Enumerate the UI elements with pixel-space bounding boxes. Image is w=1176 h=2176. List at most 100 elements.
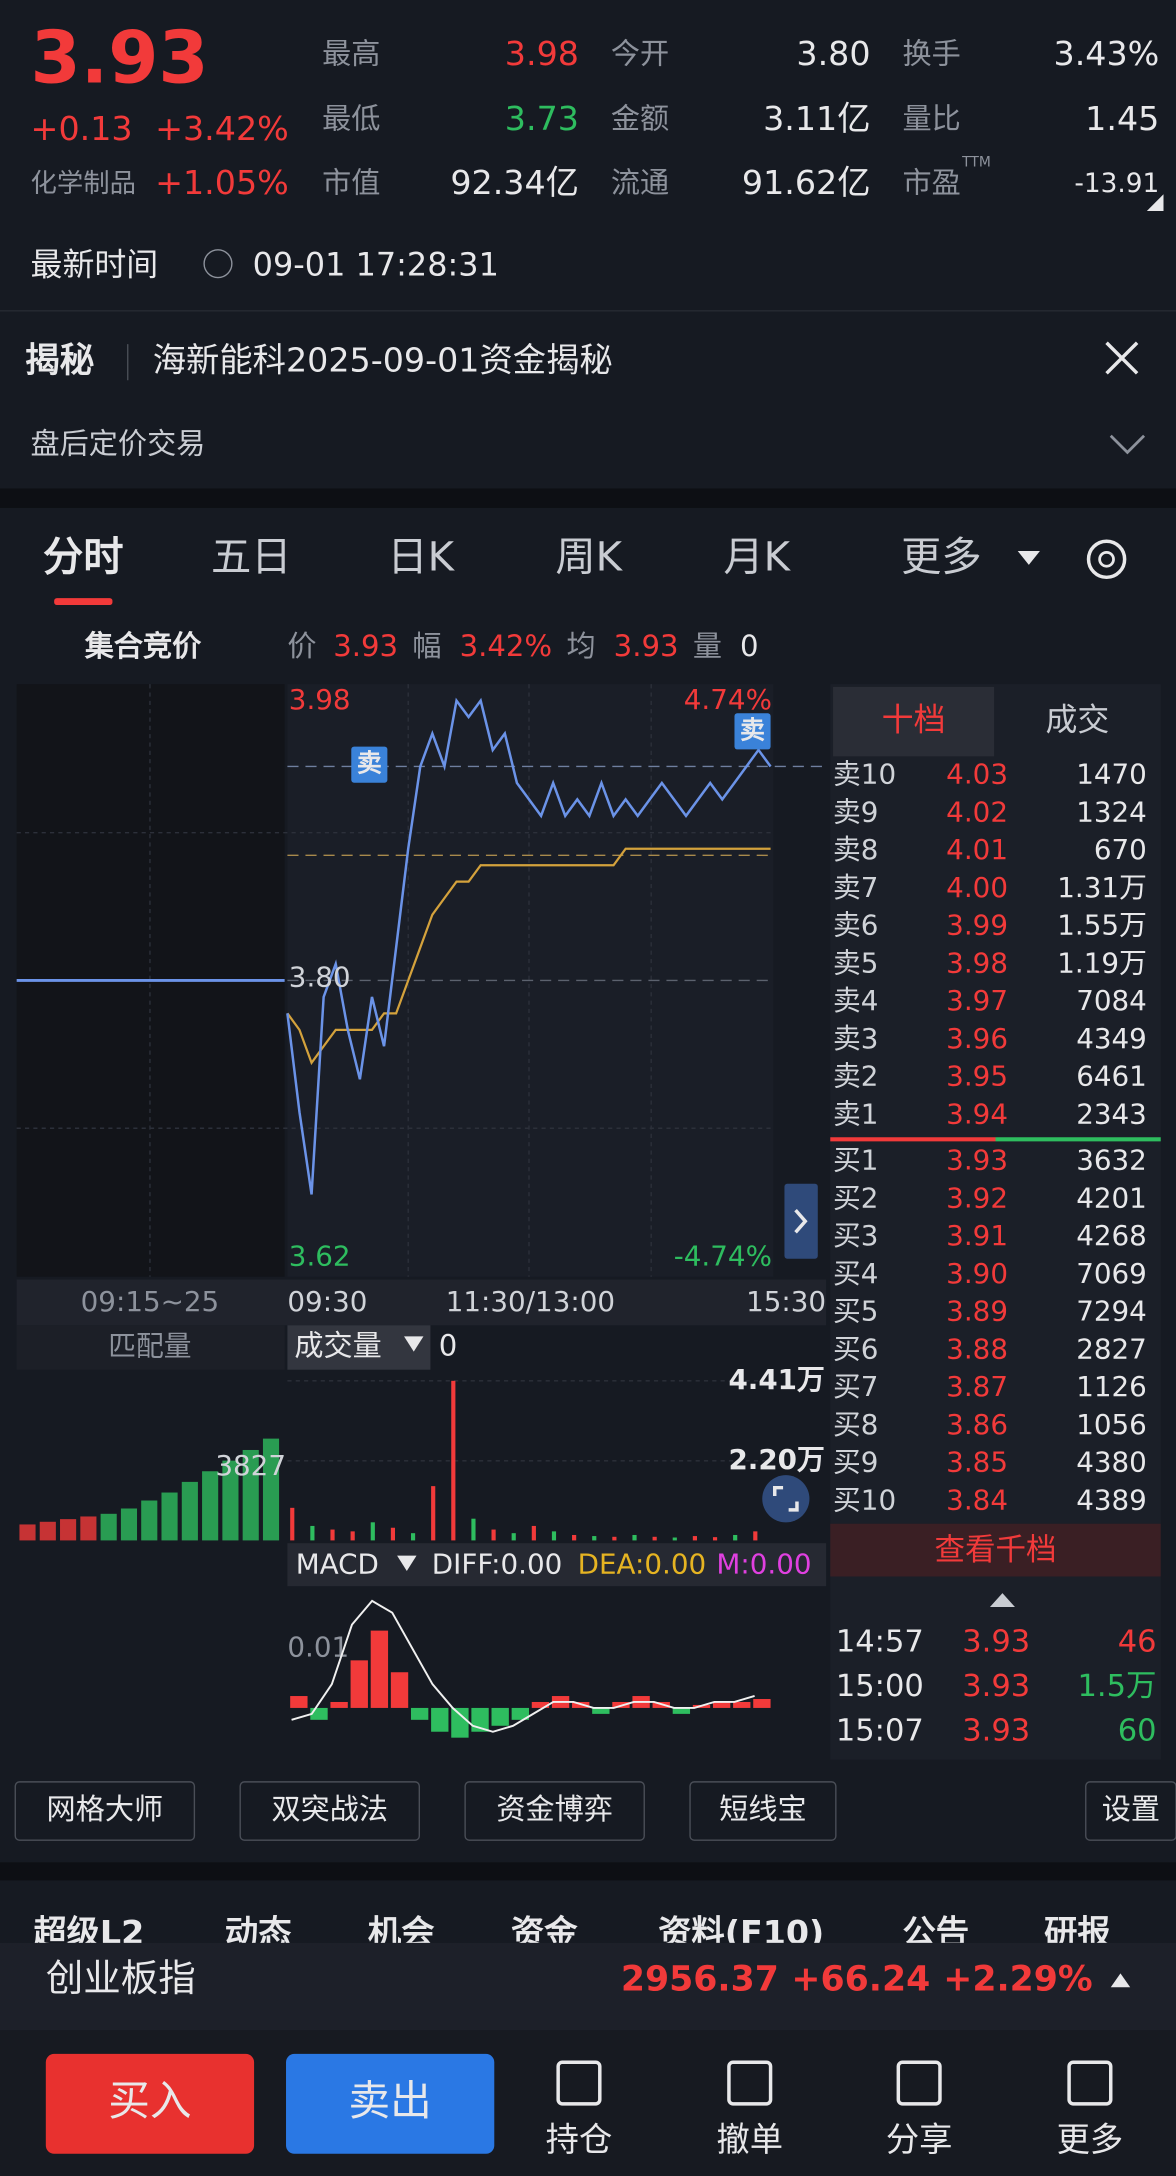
macd-bar bbox=[753, 1699, 771, 1708]
chart-tab[interactable]: 日K bbox=[387, 534, 455, 580]
book-volume: 7294 bbox=[1076, 1295, 1147, 1328]
book-level: 买6 bbox=[833, 1332, 878, 1365]
quote-label: 量 bbox=[693, 629, 722, 663]
book-price: 4.02 bbox=[946, 796, 1008, 829]
book-price: 3.92 bbox=[946, 1181, 1008, 1214]
trade-price: 3.93 bbox=[962, 1669, 1030, 1704]
expand-icon[interactable] bbox=[1110, 1973, 1131, 1988]
tool-label[interactable]: 网格大师 bbox=[47, 1792, 164, 1826]
trade-marker: 卖 bbox=[740, 715, 765, 744]
macd-item: DIFF:0.00 bbox=[432, 1547, 563, 1580]
macd-bar bbox=[390, 1672, 409, 1708]
volume-bar bbox=[652, 1536, 657, 1541]
auction-volume-bar bbox=[161, 1492, 178, 1541]
book-price: 3.84 bbox=[946, 1483, 1008, 1516]
book-tab[interactable]: 十档 bbox=[882, 701, 946, 739]
trade-marker-box bbox=[734, 713, 771, 750]
stat-value: 3.80 bbox=[796, 34, 870, 73]
book-tab[interactable]: 成交 bbox=[1045, 701, 1109, 739]
macd-bar bbox=[672, 1707, 691, 1714]
stat-value: 3.98 bbox=[505, 34, 579, 73]
book-price: 3.94 bbox=[946, 1097, 1008, 1130]
book-volume: 1470 bbox=[1076, 758, 1147, 791]
more-depth-label[interactable]: 查看千档 bbox=[934, 1533, 1056, 1568]
tool-button bbox=[239, 1781, 420, 1841]
buy-label[interactable]: 买入 bbox=[108, 2076, 191, 2125]
volume-bar bbox=[692, 1536, 697, 1541]
chart-tab[interactable]: 周K bbox=[555, 534, 623, 580]
volume-bar bbox=[753, 1531, 758, 1541]
book-volume: 4268 bbox=[1076, 1219, 1147, 1252]
auction-volume-value: 3827 bbox=[215, 1449, 286, 1482]
quote-value: 0 bbox=[740, 629, 759, 663]
tool-label[interactable]: 资金博弈 bbox=[496, 1792, 613, 1826]
nav-label[interactable]: 撤单 bbox=[716, 2120, 783, 2159]
x-tick-label: 09:30 bbox=[287, 1285, 367, 1318]
x-tick-label: 11:30/13:00 bbox=[446, 1285, 615, 1318]
index-pct: +2.29% bbox=[943, 1959, 1092, 1999]
close-icon[interactable] bbox=[1105, 341, 1139, 375]
macd-bar bbox=[370, 1630, 389, 1708]
section-gap bbox=[0, 488, 1176, 508]
chart-tab[interactable]: 月K bbox=[723, 534, 791, 580]
stat-label: 最高 bbox=[322, 37, 380, 71]
sell-label[interactable]: 卖出 bbox=[349, 2076, 432, 2125]
tool-label[interactable]: 设置 bbox=[1102, 1792, 1160, 1826]
volume-bar bbox=[531, 1525, 536, 1541]
book-volume: 1.31万 bbox=[1057, 871, 1147, 904]
stat-value: 3.43% bbox=[1054, 34, 1160, 73]
last-price: 3.93 bbox=[31, 16, 209, 100]
collapse-icon[interactable] bbox=[989, 1593, 1015, 1608]
x-tick-label: 09:15~25 bbox=[81, 1285, 220, 1318]
stat-label: 今开 bbox=[611, 37, 669, 71]
time-label: 最新时间 bbox=[31, 245, 159, 283]
quote-label: 价 bbox=[287, 629, 316, 663]
book-level: 买5 bbox=[833, 1295, 878, 1328]
book-price: 3.99 bbox=[946, 909, 1008, 942]
auction-volume-bar bbox=[120, 1508, 138, 1541]
tool-label[interactable]: 双突战法 bbox=[271, 1792, 388, 1826]
volume-bar bbox=[370, 1522, 375, 1541]
macd-bar bbox=[330, 1701, 348, 1708]
tool-label[interactable]: 短线宝 bbox=[719, 1792, 806, 1826]
book-level: 买7 bbox=[833, 1370, 878, 1403]
nav-label[interactable]: 更多 bbox=[1057, 2120, 1124, 2159]
stat-label: 市盈 bbox=[902, 166, 960, 200]
book-volume: 4349 bbox=[1076, 1022, 1147, 1055]
volume-label: 成交量 bbox=[294, 1329, 381, 1363]
volume-bar bbox=[290, 1507, 295, 1541]
book-level: 卖5 bbox=[833, 946, 878, 979]
book-volume: 4201 bbox=[1076, 1181, 1147, 1214]
book-volume: 1324 bbox=[1076, 796, 1147, 829]
macd-bar bbox=[531, 1701, 550, 1708]
book-level: 卖7 bbox=[833, 871, 878, 904]
book-level: 买2 bbox=[833, 1181, 878, 1214]
notice-text[interactable]: 海新能科2025-09-01资金揭秘 bbox=[153, 341, 613, 380]
chart-tab[interactable]: 更多 bbox=[901, 534, 982, 580]
nav-label[interactable]: 分享 bbox=[886, 2120, 953, 2159]
macd-bar bbox=[712, 1701, 731, 1708]
update-time: 09-01 17:28:31 bbox=[253, 245, 499, 283]
nav-icon bbox=[727, 2060, 773, 2106]
chart-tab[interactable]: 分时 bbox=[43, 534, 124, 580]
nav-label[interactable]: 持仓 bbox=[546, 2120, 613, 2159]
stat-label: 最低 bbox=[322, 102, 380, 136]
volume-bar bbox=[390, 1527, 396, 1541]
side-toggle-arrow[interactable] bbox=[794, 1208, 808, 1234]
stat-label: 换手 bbox=[902, 37, 960, 71]
stat-value: -13.91 bbox=[1074, 169, 1159, 199]
settings-icon[interactable] bbox=[1086, 539, 1127, 580]
quote-value: 3.93 bbox=[333, 629, 398, 663]
stat-value: 91.62亿 bbox=[742, 163, 871, 202]
auction-volume-bar bbox=[202, 1471, 219, 1541]
stat-note: TTM bbox=[961, 154, 991, 170]
fullscreen-button[interactable] bbox=[762, 1475, 810, 1523]
chart-tab[interactable]: 五日 bbox=[211, 534, 292, 580]
stat-value: 1.45 bbox=[1085, 99, 1159, 138]
book-level: 卖3 bbox=[833, 1022, 878, 1055]
expand-icon[interactable] bbox=[1109, 434, 1146, 455]
price-change: +0.13 bbox=[31, 109, 133, 148]
auction-volume-bar bbox=[60, 1519, 77, 1541]
trade-time: 15:00 bbox=[836, 1669, 924, 1704]
